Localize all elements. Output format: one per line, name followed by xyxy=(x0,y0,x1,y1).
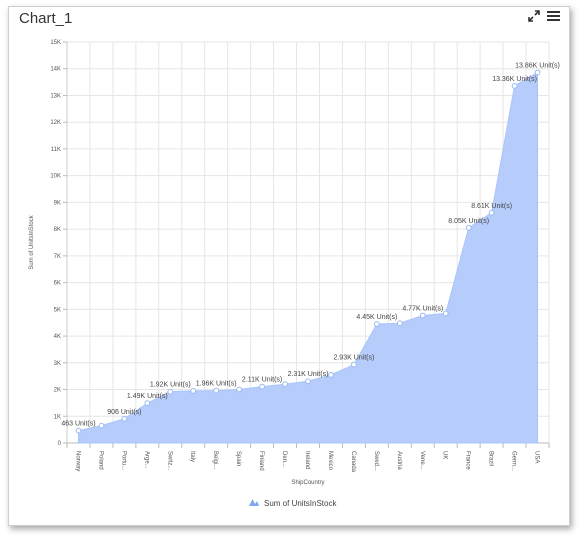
data-label: 2.93K Unit(s) xyxy=(333,355,374,362)
x-tick-label: Arge... xyxy=(143,451,149,469)
x-tick-label: Belgi... xyxy=(212,451,218,470)
data-point xyxy=(236,386,243,393)
legend-label: Sum of UnitsInStock xyxy=(264,499,337,508)
y-tick-label: 1K xyxy=(54,414,61,420)
x-tick-label: Austria xyxy=(396,451,402,470)
data-label: 8.61K Unit(s) xyxy=(471,203,512,210)
data-label: 4.45K Unit(s) xyxy=(356,314,397,321)
data-label: 1.49K Unit(s) xyxy=(127,393,168,400)
y-tick-label: 7K xyxy=(54,254,61,260)
area-chart: 0 1K 2K 3K 4K 5K 6K 7K 8K 9K 10K 11K 12K 13K 14K 15K 463… xyxy=(29,40,560,508)
data-point xyxy=(75,427,82,434)
data-label: 1.92K Unit(s) xyxy=(150,382,191,389)
data-label: 463 Unit(s) xyxy=(61,421,95,428)
data-point xyxy=(213,387,220,394)
x-tick-label: Den... xyxy=(281,451,287,467)
x-tick-label: Brazil xyxy=(488,451,494,466)
legend: Sum of UnitsInStock xyxy=(249,499,337,508)
expand-arrows-icon[interactable] xyxy=(527,9,541,28)
y-axis-title: Sum of UnitsInStock xyxy=(29,214,35,269)
data-point xyxy=(534,69,541,76)
x-axis-title: ShipCountry xyxy=(291,480,324,486)
x-tick-label: Germ... xyxy=(511,451,517,471)
x-tick-label: UK xyxy=(442,451,448,459)
x-tick-label: Switz... xyxy=(166,451,172,471)
y-tick-label: 4K xyxy=(54,334,61,340)
x-tick-label: Swed... xyxy=(373,451,379,471)
y-tick-label: 6K xyxy=(54,281,61,287)
y-tick-label: 9K xyxy=(54,200,61,206)
x-tick-label: Spain xyxy=(235,451,241,466)
x-tick-label: Vene... xyxy=(419,451,425,470)
y-tick-label: 0 xyxy=(58,441,62,447)
y-tick-label: 2K xyxy=(54,388,61,394)
data-point xyxy=(144,400,151,407)
y-tick-label: 3K xyxy=(54,361,61,367)
data-point xyxy=(488,209,495,216)
data-label: 2.31K Unit(s) xyxy=(288,371,329,378)
x-tick-label: Finland xyxy=(258,451,264,471)
data-point xyxy=(396,320,403,327)
data-label: 906 Unit(s) xyxy=(107,409,141,416)
data-point xyxy=(190,387,197,394)
data-point xyxy=(259,383,265,390)
x-tick-label: Italy xyxy=(189,451,195,462)
data-point xyxy=(305,378,311,385)
x-tick-label: USA xyxy=(534,451,540,463)
x-tick-label: Portu... xyxy=(120,451,126,471)
x-tick-label: Ireland xyxy=(304,451,310,469)
data-label: 13.36K Unit(s) xyxy=(492,76,537,83)
x-tick-label: France xyxy=(465,451,471,470)
data-point xyxy=(351,361,357,368)
hamburger-menu-icon[interactable] xyxy=(546,9,561,28)
data-label: 4.77K Unit(s) xyxy=(402,305,443,312)
y-tick-label: 14K xyxy=(50,67,61,73)
x-tick-label: Canada xyxy=(350,451,356,473)
chart-title: Chart_1 xyxy=(19,10,73,27)
x-tick-label: Poland xyxy=(97,451,103,470)
y-tick-label: 8K xyxy=(54,227,61,233)
data-label: 8.05K Unit(s) xyxy=(448,218,489,225)
chart-panel: Chart_1 0 1K 2K 3K 4K 5K 6K 7K 8K 9K 10K 11K 12K 13K 1… xyxy=(8,6,570,526)
data-point xyxy=(465,224,472,231)
y-tick-label: 11K xyxy=(51,147,61,153)
data-point xyxy=(98,422,105,429)
data-point xyxy=(167,388,174,395)
data-point xyxy=(442,310,449,317)
area-series xyxy=(77,71,539,444)
data-label: 2.11K Unit(s) xyxy=(242,377,282,384)
data-point xyxy=(373,321,380,327)
y-tick-label: 10K xyxy=(50,174,61,180)
y-tick-label: 15K xyxy=(50,40,61,46)
data-point xyxy=(282,381,288,388)
x-tick-label: Norway xyxy=(74,451,80,471)
y-tick-label: 13K xyxy=(50,93,61,99)
legend-area-icon xyxy=(249,499,259,506)
data-point xyxy=(121,415,128,422)
data-label: 1.96K Unit(s) xyxy=(196,381,237,388)
x-tick-label: Mexico xyxy=(327,451,333,471)
data-point xyxy=(419,312,426,319)
data-point xyxy=(328,371,334,378)
data-point xyxy=(511,82,518,89)
y-tick-label: 12K xyxy=(50,120,61,126)
data-label: 13.86K Unit(s) xyxy=(515,62,560,69)
y-tick-label: 5K xyxy=(54,307,61,313)
